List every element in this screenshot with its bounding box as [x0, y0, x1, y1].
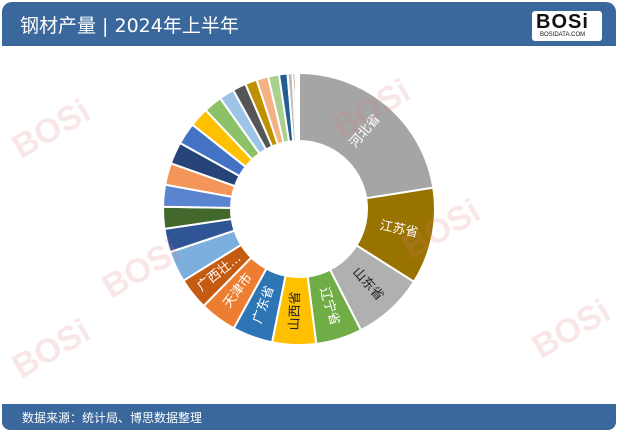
source-note: 数据来源：统计局、博思数据整理 [22, 411, 203, 425]
bosi-logo: BOSi BOSIDATA.COM [532, 11, 602, 41]
donut-slice [297, 71, 300, 143]
header-bar: 钢材产量 | 2024年上半年 BOSi BOSIDATA.COM [2, 2, 616, 46]
footer-bar: 数据来源：统计局、博思数据整理 [2, 404, 616, 430]
logo-subtext: BOSIDATA.COM [540, 32, 586, 38]
donut-slice [298, 71, 435, 200]
chart-title: 钢材产量 | 2024年上半年 [20, 15, 239, 37]
slice-label: 江苏省 [378, 217, 419, 241]
logo-text: BOSi [536, 11, 589, 33]
donut-chart: 河北省江苏省山东省辽宁省山西省广东省天津市广西壮... [162, 71, 436, 346]
slice-label: 山西省 [287, 291, 303, 331]
